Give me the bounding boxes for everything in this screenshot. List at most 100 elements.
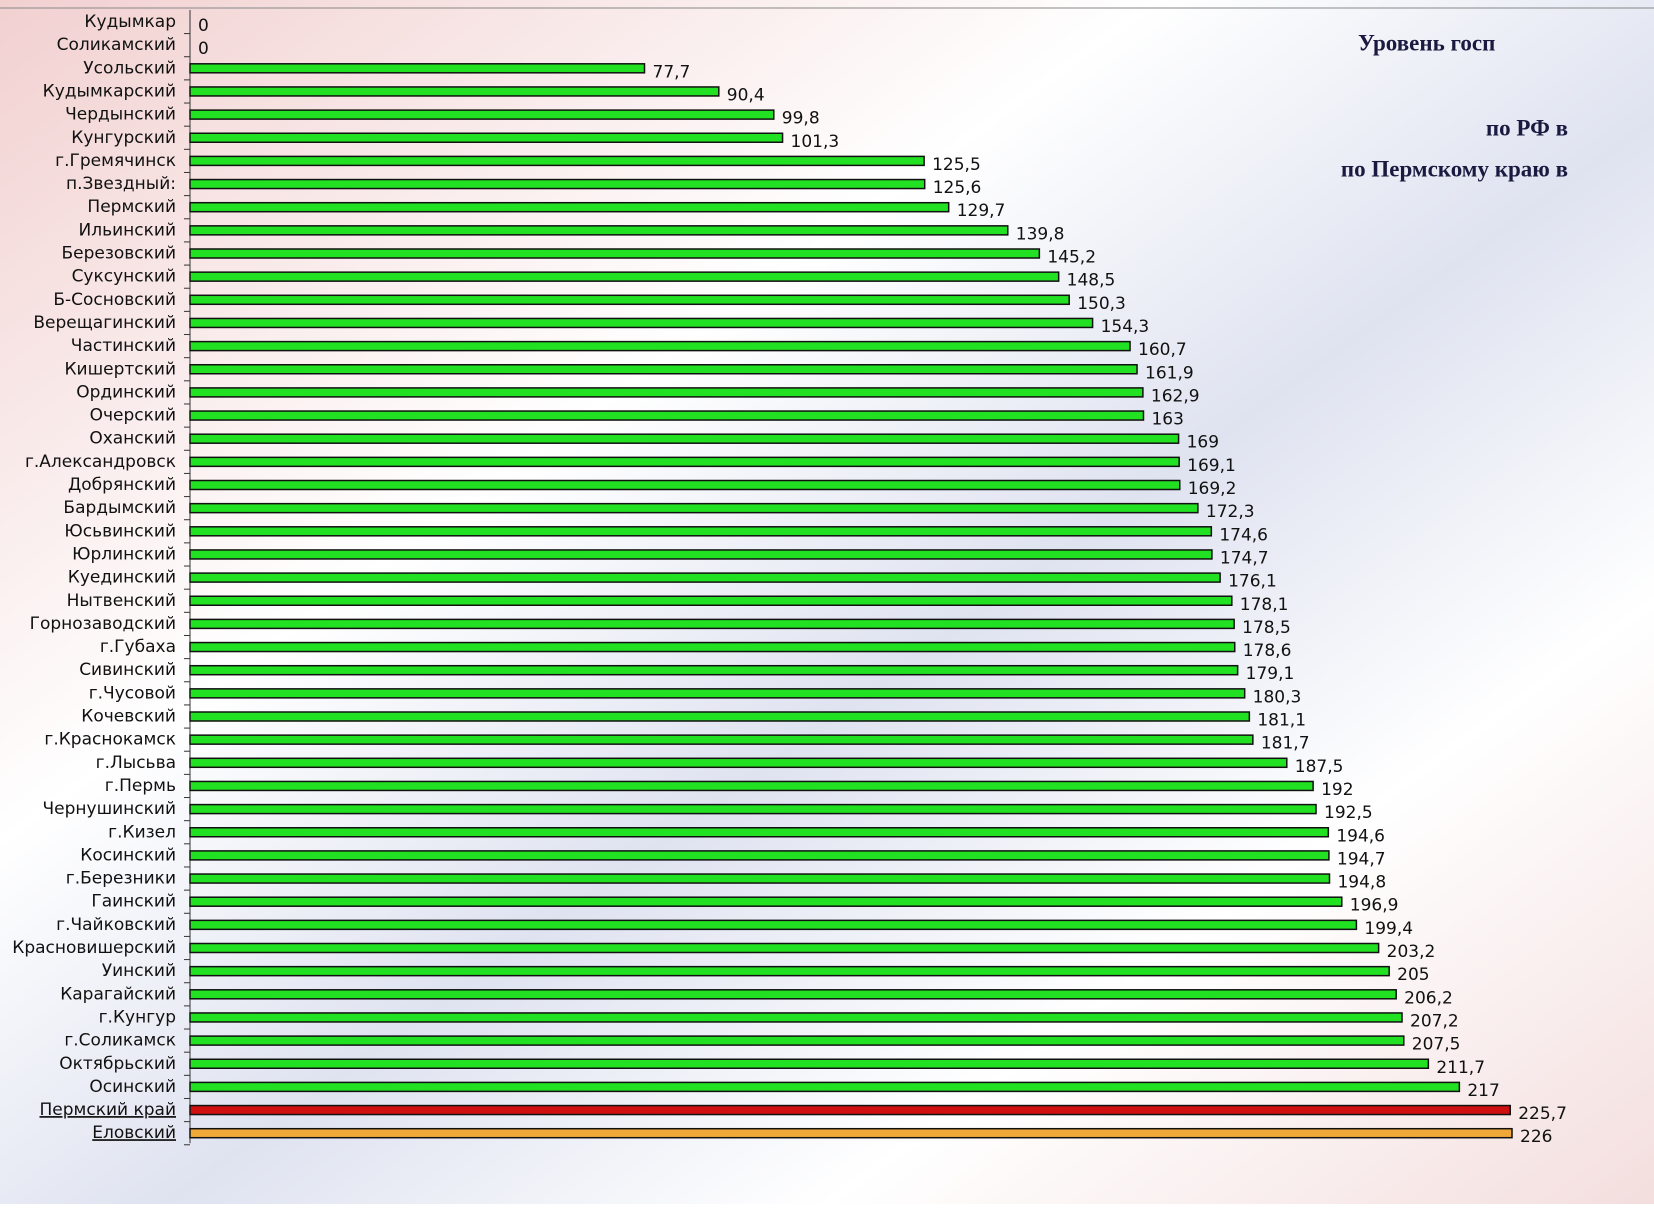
value-label: 180,3 bbox=[1253, 687, 1302, 707]
bar bbox=[189, 1012, 1403, 1023]
bar bbox=[189, 410, 1145, 421]
y-tick-label: Ординский bbox=[76, 382, 176, 402]
y-tick-label: Горнозаводский bbox=[30, 614, 176, 634]
value-label: 192 bbox=[1321, 780, 1353, 800]
bar bbox=[189, 618, 1235, 630]
value-label: 150,3 bbox=[1077, 294, 1126, 314]
y-tick-label: Добрянский bbox=[68, 475, 176, 495]
bar bbox=[189, 757, 1288, 769]
y-tick-label: Еловский bbox=[92, 1123, 176, 1143]
bar bbox=[189, 178, 926, 190]
bar bbox=[189, 109, 775, 120]
value-label: 192,5 bbox=[1324, 803, 1373, 823]
value-label: 178,1 bbox=[1240, 595, 1289, 615]
y-tick-label: Кунгурский bbox=[71, 128, 176, 148]
bar bbox=[189, 919, 1358, 931]
bar bbox=[189, 1058, 1430, 1069]
bar bbox=[189, 86, 720, 97]
value-label: 90,4 bbox=[727, 85, 765, 105]
value-label: 99,8 bbox=[782, 109, 820, 129]
bar bbox=[189, 502, 1199, 514]
value-label: 163 bbox=[1151, 410, 1183, 430]
bar bbox=[189, 780, 1314, 792]
y-tick-label: Усольский bbox=[83, 58, 176, 78]
y-tick-label: Нытвенский bbox=[67, 591, 176, 611]
bar bbox=[189, 271, 1060, 282]
bar bbox=[189, 711, 1251, 722]
bar bbox=[189, 641, 1236, 653]
value-label: 101,3 bbox=[791, 132, 840, 152]
bar bbox=[189, 1104, 1511, 1116]
y-tick-label: г.Соликамск bbox=[64, 1031, 176, 1051]
value-label: 169,2 bbox=[1188, 479, 1237, 499]
y-tick-label: Кишертский bbox=[64, 359, 176, 379]
value-label: 148,5 bbox=[1067, 271, 1116, 291]
y-tick-label: г.Краснокамск bbox=[44, 730, 176, 750]
y-tick-label: Б-Сосновский bbox=[53, 290, 176, 310]
value-label: 0 bbox=[198, 16, 209, 36]
value-label: 181,1 bbox=[1257, 711, 1306, 731]
y-tick-label: г.Чайковский bbox=[56, 915, 176, 935]
value-label: 77,7 bbox=[653, 62, 691, 82]
y-tick-label: Бардымский bbox=[63, 498, 176, 518]
y-tick-label: Гаинский bbox=[91, 892, 176, 912]
bar bbox=[189, 803, 1317, 815]
y-tick-label: Соликамский bbox=[57, 35, 176, 55]
value-label: 207,5 bbox=[1412, 1035, 1461, 1055]
bar bbox=[189, 965, 1390, 977]
bar bbox=[189, 225, 1009, 236]
bar bbox=[189, 364, 1138, 375]
bar bbox=[189, 294, 1070, 306]
y-tick-label: г.Лысьва bbox=[96, 753, 176, 773]
y-tick-label: Частинский bbox=[71, 336, 176, 356]
value-label: 174,6 bbox=[1219, 525, 1268, 545]
value-label: 178,6 bbox=[1243, 641, 1292, 661]
y-tick-label: Оханский bbox=[89, 429, 176, 449]
value-label: 145,2 bbox=[1047, 248, 1096, 268]
bar bbox=[189, 248, 1041, 259]
value-label: 211,7 bbox=[1436, 1058, 1485, 1078]
bar bbox=[189, 526, 1213, 537]
y-tick-label: Юсьвинский bbox=[64, 521, 176, 541]
value-label: 169,1 bbox=[1187, 456, 1236, 476]
y-tick-label: г.Пермь bbox=[105, 776, 176, 796]
value-label: 203,2 bbox=[1387, 942, 1436, 962]
value-label: 206,2 bbox=[1404, 988, 1453, 1008]
y-tick-label: г.Губаха bbox=[100, 637, 176, 657]
value-label: 125,5 bbox=[932, 155, 981, 175]
y-tick-label: Осинский bbox=[89, 1077, 176, 1097]
value-label: 225,7 bbox=[1518, 1104, 1567, 1124]
value-label: 181,7 bbox=[1261, 734, 1310, 754]
y-tick-label: Юрлинский bbox=[72, 544, 176, 564]
value-label: 194,7 bbox=[1337, 849, 1386, 869]
value-label: 194,6 bbox=[1336, 826, 1385, 846]
value-label: 0 bbox=[198, 39, 209, 59]
bar bbox=[189, 456, 1180, 468]
value-label: 196,9 bbox=[1350, 896, 1399, 916]
y-tick-label: Суксунский bbox=[72, 267, 176, 287]
y-tick-label: Красновишерский bbox=[12, 938, 176, 958]
bar bbox=[189, 1127, 1513, 1139]
bar bbox=[189, 433, 1180, 444]
value-label: 178,5 bbox=[1242, 618, 1291, 638]
y-tick-label: Березовский bbox=[61, 244, 176, 264]
y-tick-label: Кудымкар bbox=[84, 12, 176, 32]
bar bbox=[189, 572, 1221, 583]
value-label: 174,7 bbox=[1220, 548, 1269, 568]
y-tick-label: г.Чусовой bbox=[89, 683, 176, 703]
y-tick-label: Пермский bbox=[87, 197, 176, 217]
y-tick-label: г.Березники bbox=[66, 869, 176, 889]
y-tick-label: г.Гремячинск bbox=[55, 151, 176, 171]
value-label: 187,5 bbox=[1295, 757, 1344, 777]
annotation: по Пермскому краю в bbox=[1341, 156, 1568, 181]
bar bbox=[189, 942, 1380, 954]
value-label: 199,4 bbox=[1364, 919, 1413, 939]
bar bbox=[189, 63, 646, 74]
y-tick-label: п.Звездный: bbox=[66, 174, 176, 194]
value-label: 194,8 bbox=[1337, 873, 1386, 893]
value-label: 207,2 bbox=[1410, 1011, 1459, 1031]
y-tick-label: г.Александровск bbox=[25, 452, 176, 472]
y-tick-label: Октябрьский bbox=[59, 1054, 176, 1074]
value-label: 139,8 bbox=[1016, 224, 1065, 244]
